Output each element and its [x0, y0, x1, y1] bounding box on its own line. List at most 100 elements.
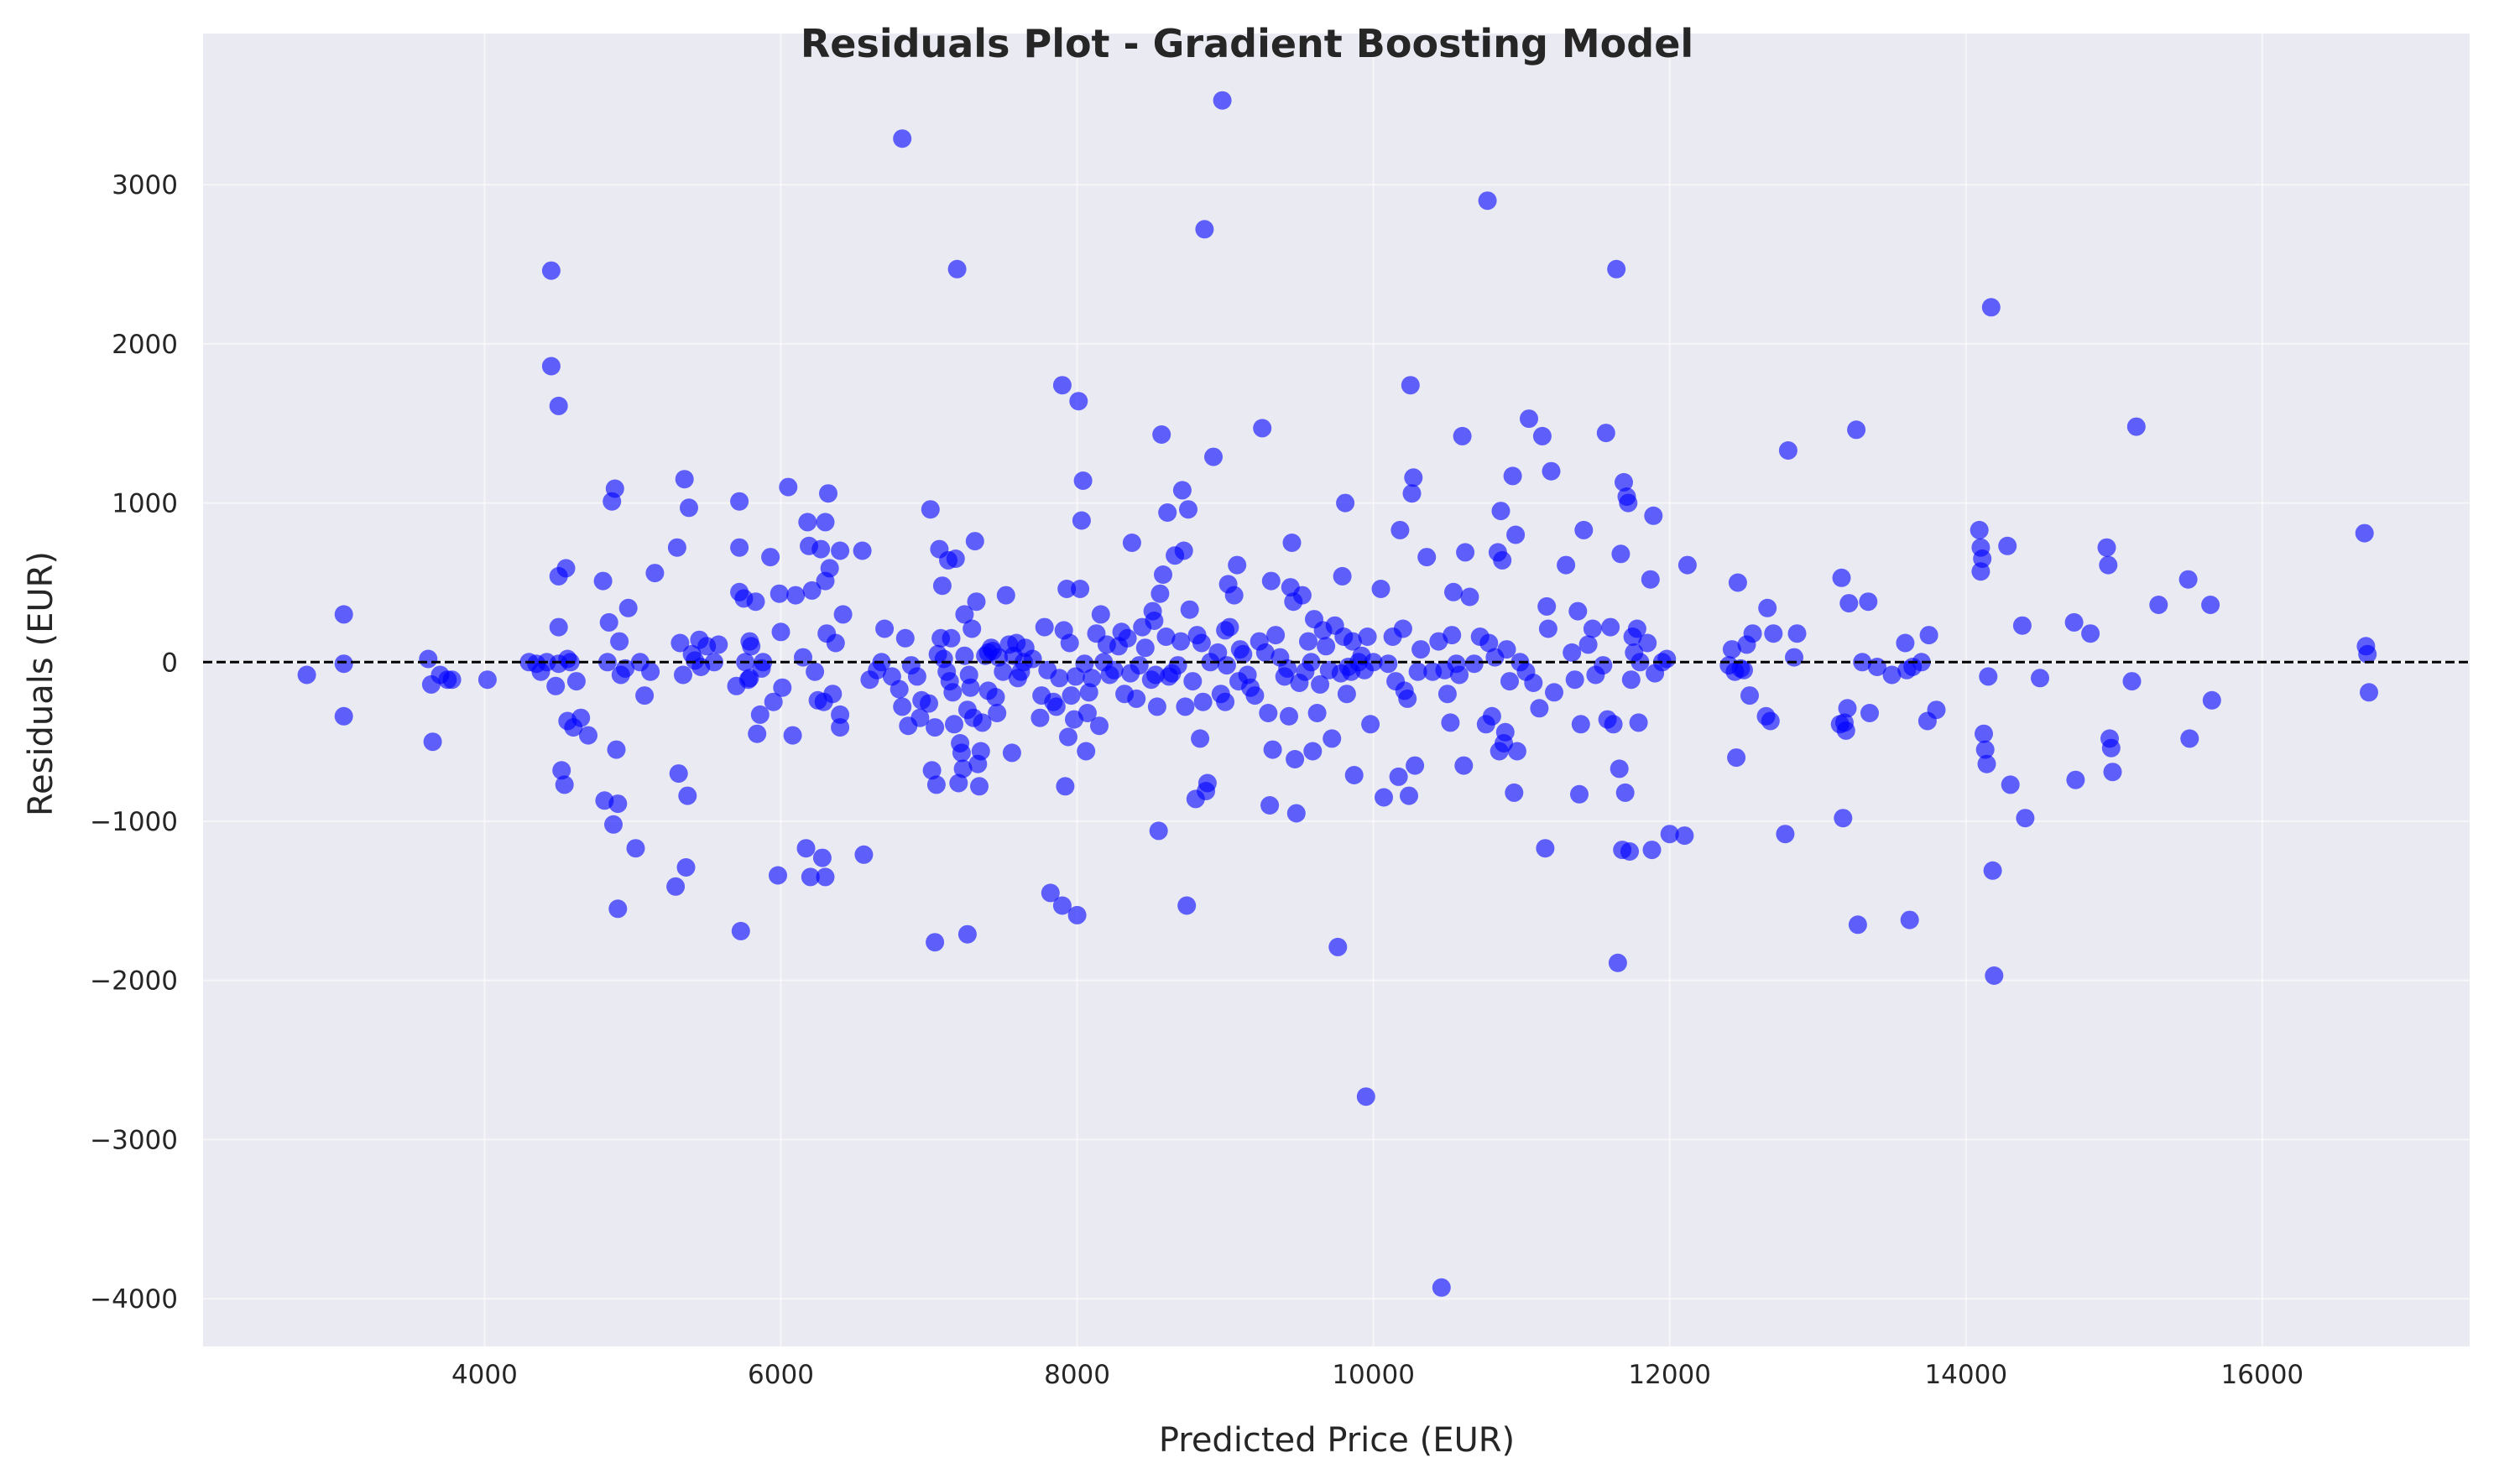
scatter-point [1060, 633, 1079, 653]
scatter-point [811, 539, 831, 559]
scatter-point [1072, 511, 1091, 530]
scatter-point [1079, 683, 1098, 702]
scatter-point [1417, 548, 1437, 567]
scatter-point [626, 839, 645, 858]
scatter-point [1998, 536, 2017, 555]
scatter-point [1333, 566, 1352, 586]
scatter-point [678, 786, 697, 805]
scatter-point [1571, 715, 1590, 734]
scatter-point [831, 541, 850, 560]
scatter-point [1280, 706, 1298, 726]
scatter-point [1479, 633, 1499, 653]
scatter-point [967, 592, 986, 612]
scatter-point [1450, 665, 1469, 685]
scatter-point [1337, 685, 1356, 704]
scatter-point [1404, 468, 1423, 487]
scatter-point [1563, 643, 1582, 662]
plot-area [203, 34, 2470, 1346]
scatter-point [2064, 612, 2084, 632]
scatter-point [965, 532, 984, 551]
scatter-point [1077, 704, 1097, 722]
scatter-point [1255, 643, 1275, 662]
scatter-point [670, 633, 690, 653]
data-points [297, 91, 2378, 1297]
scatter-point [1611, 544, 1630, 564]
scatter-point [1379, 654, 1398, 674]
scatter-point [1390, 520, 1410, 539]
scatter-point [477, 670, 497, 690]
scatter-point [1408, 662, 1427, 681]
scatter-point [731, 921, 750, 940]
scatter-point [890, 680, 909, 699]
scatter-point [1073, 471, 1093, 490]
scatter-point [2081, 624, 2100, 643]
scatter-point [961, 678, 980, 697]
scatter-point [1594, 656, 1613, 675]
scatter-point [2358, 644, 2377, 664]
y-tick-label: 1000 [112, 489, 178, 519]
scatter-point [1537, 596, 1557, 616]
scatter-point [1002, 743, 1021, 763]
scatter-point [816, 513, 835, 532]
scatter-point [1195, 220, 1214, 239]
scatter-point [1213, 91, 1232, 110]
scatter-point [1299, 632, 1317, 651]
scatter-point [1847, 420, 1866, 440]
scatter-point [1524, 674, 1543, 692]
scatter-point [1927, 700, 1946, 720]
scatter-point [1441, 713, 1460, 732]
scatter-point [1607, 259, 1626, 279]
scatter-point [854, 845, 874, 864]
scatter-point [1977, 754, 1996, 773]
scatter-point [1062, 686, 1081, 706]
scatter-point [1179, 500, 1197, 519]
scatter-point [783, 726, 802, 745]
scatter-point [1740, 686, 1759, 706]
scatter-point [1848, 915, 1867, 935]
scatter-point [1356, 1087, 1375, 1106]
scatter-point [971, 742, 990, 761]
scatter-point [1838, 699, 1857, 718]
scatter-point [1260, 796, 1280, 815]
scatter-point [748, 724, 767, 743]
scatter-point [973, 713, 992, 732]
scatter-point [1619, 493, 1638, 513]
scatter-point [1204, 447, 1223, 466]
scatter-point [2099, 555, 2118, 575]
x-tick-label: 6000 [748, 1360, 814, 1390]
scatter-point [1735, 660, 1753, 680]
scatter-point [957, 924, 977, 944]
scatter-point [1228, 555, 1247, 575]
scatter-point [853, 541, 872, 560]
x-tick-label: 8000 [1044, 1360, 1110, 1390]
scatter-point [1245, 686, 1265, 706]
scatter-point [549, 396, 568, 415]
scatter-point [1154, 565, 1172, 584]
y-axis-label: Residuals (EUR) [22, 551, 60, 816]
scatter-point [1432, 1278, 1451, 1297]
scatter-point [1052, 896, 1072, 915]
scatter-point [1758, 598, 1777, 617]
scatter-point [1677, 555, 1697, 575]
scatter-point [1193, 692, 1213, 711]
scatter-point [1050, 669, 1069, 688]
scatter-point [1778, 441, 1797, 460]
y-axis-ticks: −4000 −3000 −2000 −1000 0 1000 2000 3000 [90, 170, 178, 1315]
scatter-point [1437, 685, 1457, 704]
scatter-point [334, 706, 353, 726]
scatter-point [922, 761, 942, 780]
scatter-point [1979, 667, 1998, 686]
scatter-point [812, 848, 832, 867]
scatter-point [1071, 580, 1090, 598]
scatter-point [831, 705, 850, 724]
y-tick-label: 0 [161, 648, 178, 678]
scatter-point [2001, 775, 2020, 794]
scatter-point [1919, 626, 1938, 645]
scatter-point [610, 632, 629, 651]
scatter-point [770, 584, 789, 603]
scatter-point [1785, 648, 1803, 667]
scatter-point [1317, 637, 1336, 656]
scatter-point [2122, 672, 2142, 691]
scatter-point [579, 726, 597, 745]
scatter-point [1398, 689, 1417, 708]
